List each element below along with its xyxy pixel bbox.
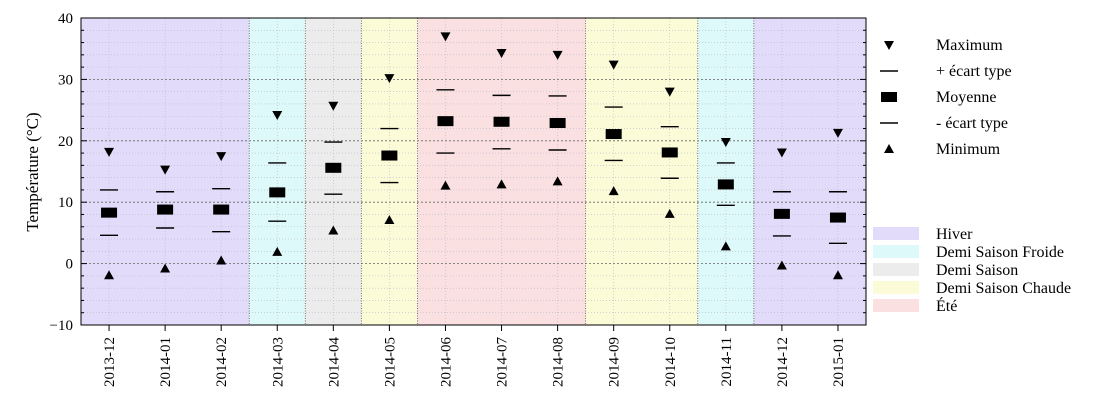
y-tick-label: −10 <box>50 318 73 334</box>
minimum-marker <box>216 255 227 265</box>
minimum-marker <box>104 270 115 280</box>
maximum-marker <box>776 148 787 158</box>
mean-marker <box>549 117 566 128</box>
mean-marker <box>213 204 230 215</box>
mean-marker <box>381 150 398 161</box>
plot-frame <box>80 17 867 326</box>
x-tick-label: 2013-12 <box>102 337 118 387</box>
season-band <box>585 18 698 325</box>
maximum-marker <box>328 101 339 111</box>
season-legend-swatch <box>873 299 919 312</box>
maximum-marker <box>608 60 619 70</box>
x-tick-label: 2014-02 <box>214 337 230 387</box>
mean-marker <box>717 179 734 190</box>
mean-marker <box>605 129 622 140</box>
season-band <box>753 18 866 325</box>
mean-marker <box>829 212 846 223</box>
maximum-marker <box>664 87 675 97</box>
minimum-marker <box>832 270 843 280</box>
maximum-marker <box>384 74 395 84</box>
season-legend-swatch <box>873 281 919 294</box>
minimum-marker <box>272 246 283 256</box>
y-tick-label: 30 <box>58 72 73 88</box>
season-legend-label: Demi Saison Chaude <box>936 280 1071 297</box>
maximum-marker <box>104 147 115 157</box>
mean-marker <box>101 207 118 218</box>
maximum-marker <box>216 152 227 162</box>
minimum-marker <box>160 263 171 273</box>
minimum-marker <box>608 186 619 196</box>
x-tick-label: 2014-12 <box>775 337 791 387</box>
legend-marker <box>884 144 894 153</box>
x-tick-label: 2014-09 <box>607 337 623 387</box>
x-tick-label: 2014-10 <box>663 337 679 387</box>
maximum-marker <box>552 50 563 60</box>
maximum-marker <box>440 32 451 42</box>
maximum-marker <box>720 138 731 148</box>
y-tick-label: 10 <box>58 195 73 211</box>
minimum-marker <box>328 225 339 235</box>
x-tick-label: 2014-06 <box>438 337 454 387</box>
grid-lines <box>81 18 866 325</box>
minimum-marker <box>496 179 507 189</box>
minimum-marker <box>552 176 563 186</box>
season-legend-label: Été <box>936 296 957 315</box>
maximum-marker <box>832 128 843 138</box>
legend-marker <box>881 92 897 102</box>
legend-label: Moyenne <box>936 89 996 106</box>
maximum-marker <box>272 111 283 121</box>
x-tick-label: 2014-08 <box>551 337 567 387</box>
legend-label: + écart type <box>936 63 1012 80</box>
x-tick-label: 2014-07 <box>495 337 511 387</box>
y-axis-title: Température (°C) <box>23 112 42 231</box>
mean-marker <box>661 147 678 158</box>
season-bands <box>81 18 866 325</box>
minimum-marker <box>720 241 731 251</box>
axis-labels: −10 0 10 20 30 40 2013-12 2014-01 2014-02 2014-03… <box>50 11 847 387</box>
y-tick-label: 40 <box>58 11 73 27</box>
legend-label: - écart type <box>936 115 1008 132</box>
y-tick-label: 20 <box>58 134 73 150</box>
maximum-marker <box>496 48 507 58</box>
minimum-marker <box>440 180 451 190</box>
x-tick-label: 2014-11 <box>719 337 735 386</box>
minimum-marker <box>776 260 787 270</box>
minimum-marker <box>664 208 675 218</box>
season-legend-swatch <box>873 263 919 276</box>
mean-marker <box>493 116 510 127</box>
axes <box>80 17 867 331</box>
legend-label: Maximum <box>936 37 1003 54</box>
x-tick-label: 2014-01 <box>158 337 174 387</box>
legend-marker <box>884 41 894 50</box>
x-tick-label: 2014-05 <box>382 337 398 387</box>
season-legend-swatch <box>873 227 919 240</box>
minimum-marker <box>384 215 395 225</box>
mean-marker <box>269 187 286 198</box>
season-legend-label: Demi Saison <box>936 262 1018 279</box>
mean-marker <box>437 116 454 127</box>
y-tick-label: 0 <box>66 257 74 273</box>
x-tick-label: 2015-01 <box>831 337 847 387</box>
x-tick-label: 2014-03 <box>270 337 286 387</box>
legend: Maximum + écart type Moyenne - écart type Mi… <box>880 37 1012 158</box>
mean-marker <box>325 162 342 173</box>
mean-marker <box>157 204 174 215</box>
mean-marker <box>773 208 790 219</box>
maximum-marker <box>160 165 171 175</box>
season-legend-label: Hiver <box>936 226 973 243</box>
legend-label: Minimum <box>936 141 1001 158</box>
season-legend-swatch <box>873 245 919 258</box>
x-tick-label: 2014-04 <box>326 337 342 387</box>
season-legend-label: Demi Saison Froide <box>936 244 1064 261</box>
data-marks <box>100 32 847 280</box>
